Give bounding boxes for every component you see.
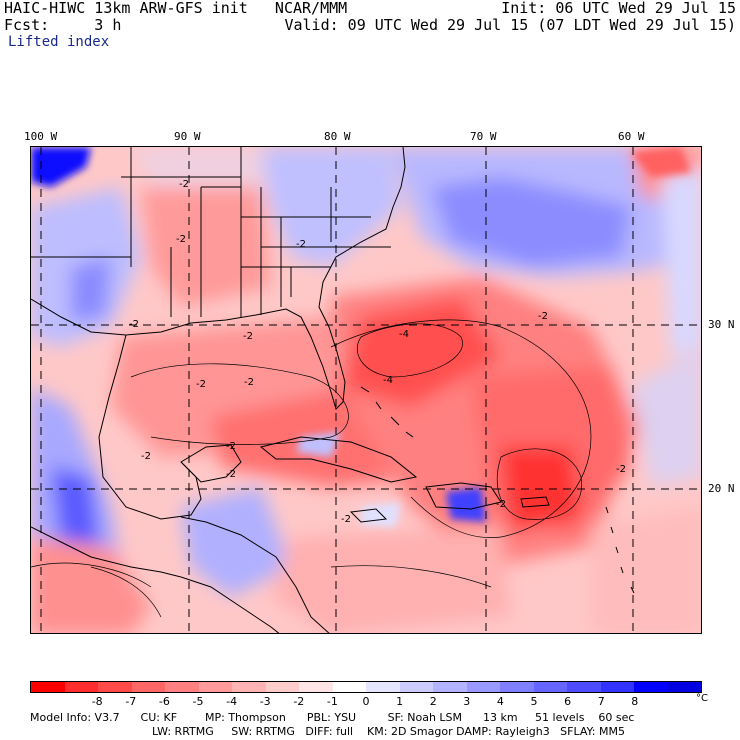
contour-label: -2	[538, 311, 548, 322]
color-bar-tick-label: 7	[597, 695, 605, 708]
contour-label: -4	[399, 329, 409, 340]
color-bar-segment	[634, 682, 668, 692]
color-bar-unit: °C	[696, 693, 708, 704]
lat-label-20n: 20 N	[708, 482, 735, 495]
color-bar-tick-label: 3	[463, 695, 471, 708]
contour-label: -2	[176, 234, 186, 245]
color-bar-segment	[98, 682, 132, 692]
contours	[31, 319, 592, 618]
color-bar-tick-label: 8	[631, 695, 639, 708]
lifted-index-field	[31, 147, 701, 633]
contour-label: -2	[141, 451, 151, 462]
contour-label: -2	[226, 469, 236, 480]
contour-label: -2	[244, 377, 254, 388]
color-bar-tick-label: -5	[192, 695, 204, 708]
color-bar-tick-label: 5	[530, 695, 538, 708]
color-bar-segment	[299, 682, 333, 692]
coastlines	[31, 147, 635, 633]
contour-label: -2	[196, 379, 206, 390]
lifted-index-map: -2 -2 -2 -2 -2 -2 -2 -4 -2 -2 -2 -2 -4 -…	[30, 146, 702, 634]
color-bar-segment	[332, 682, 366, 692]
color-bar-segment	[366, 682, 400, 692]
color-bar-segment	[500, 682, 534, 692]
contour-label: -2	[179, 179, 189, 190]
color-bar-segment	[533, 682, 567, 692]
color-bar-segment	[198, 682, 232, 692]
field-name: Lifted index	[8, 34, 110, 50]
color-bar-tick-label: -4	[226, 695, 238, 708]
color-bar-segment	[232, 682, 266, 692]
color-bar-segment	[667, 682, 701, 692]
contour-label: -2	[129, 319, 139, 330]
color-bar-tick-label: -2	[293, 695, 305, 708]
color-bar-segment	[31, 682, 65, 692]
color-bar-segment	[466, 682, 500, 692]
lon-label-100w: 100 W	[24, 130, 58, 143]
contour-label: -4	[383, 375, 393, 386]
color-bar-segment	[64, 682, 98, 692]
model-title: HAIC-HIWC 13km ARW-GFS init NCAR/MMM	[4, 0, 348, 17]
init-time: Init: 06 UTC Wed 29 Jul 15	[501, 0, 736, 17]
lon-label-60w: 60 W	[618, 130, 645, 143]
color-bar-tick-label: -1	[326, 695, 338, 708]
lon-label-90w: 90 W	[174, 130, 201, 143]
model-info-line2: LW: RRTMG SW: RRTMG DIFF: full KM: 2D Sm…	[152, 725, 625, 738]
lat-lon-grid	[31, 147, 701, 633]
color-bar-segment	[165, 682, 199, 692]
contour-label: -2	[616, 464, 626, 475]
color-bar-segment	[433, 682, 467, 692]
color-bar-tick-label: 2	[429, 695, 437, 708]
contour-label: -2	[226, 441, 236, 452]
color-bar-segment	[399, 682, 433, 692]
color-bar-segment	[567, 682, 601, 692]
color-bar-tick-label: 1	[396, 695, 404, 708]
lat-label-30n: 30 N	[708, 318, 735, 331]
forecast-hour: Fcst: 3 h	[4, 16, 122, 34]
lon-label-80w: 80 W	[324, 130, 351, 143]
color-bar-tick-label: -6	[158, 695, 170, 708]
contour-label: -2	[496, 499, 506, 510]
color-bar-tick-label: 6	[564, 695, 572, 708]
color-bar-tick-label: -3	[259, 695, 271, 708]
color-bar-tick-label: 4	[496, 695, 504, 708]
valid-time: Valid: 09 UTC Wed 29 Jul 15 (07 LDT Wed …	[284, 16, 736, 34]
contour-label: -2	[341, 514, 351, 525]
color-bar	[30, 681, 702, 693]
lon-label-70w: 70 W	[470, 130, 497, 143]
color-bar-tick-label: -8	[91, 695, 103, 708]
color-bar-segment	[265, 682, 299, 692]
color-bar-segment	[131, 682, 165, 692]
contour-label: -2	[243, 331, 253, 342]
contour-labels: -2 -2 -2 -2 -2 -2 -2 -4 -2 -2 -2 -2 -4 -…	[129, 179, 626, 525]
color-bar-segment	[600, 682, 634, 692]
color-bar-tick-label: 0	[362, 695, 370, 708]
contour-label: -2	[296, 239, 306, 250]
color-bar-tick-label: -7	[125, 695, 137, 708]
model-info-line1: Model Info: V3.7 CU: KF MP: Thompson PBL…	[30, 711, 635, 724]
